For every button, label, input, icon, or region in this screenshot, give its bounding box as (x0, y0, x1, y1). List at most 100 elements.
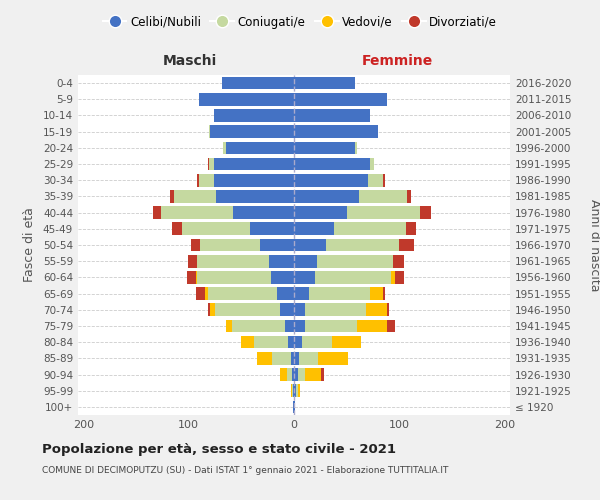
Bar (294, 158, 374, 170)
Bar (294, 126, 378, 138)
Bar (294, 174, 383, 186)
Text: Femmine: Femmine (362, 54, 433, 68)
Bar (294, 126, 378, 138)
Bar (182, 222, 294, 235)
Bar (294, 400, 295, 413)
Bar (294, 77, 355, 90)
Bar (294, 384, 298, 397)
Bar (223, 77, 294, 90)
Bar (294, 174, 368, 186)
Bar (209, 158, 294, 170)
Text: COMUNE DI DECIMOPUTZU (SU) - Dati ISTAT 1° gennaio 2021 - Elaborazione TUTTITALI: COMUNE DI DECIMOPUTZU (SU) - Dati ISTAT … (42, 466, 448, 475)
Bar (293, 384, 294, 397)
Bar (294, 400, 295, 413)
Bar (214, 109, 294, 122)
Bar (294, 158, 370, 170)
Bar (294, 158, 374, 170)
Bar (254, 336, 294, 348)
Bar (294, 190, 411, 202)
Bar (294, 93, 387, 106)
Bar (294, 288, 309, 300)
Bar (205, 288, 294, 300)
Bar (233, 206, 294, 219)
Bar (280, 304, 294, 316)
Bar (294, 288, 370, 300)
Bar (294, 320, 387, 332)
Bar (294, 77, 355, 90)
Bar (257, 352, 294, 364)
Bar (161, 206, 294, 219)
Bar (294, 384, 301, 397)
Bar (294, 368, 298, 381)
Bar (294, 158, 374, 170)
Bar (216, 190, 294, 202)
Bar (294, 206, 431, 219)
Bar (214, 109, 294, 122)
Bar (208, 158, 294, 170)
Bar (223, 142, 294, 154)
Bar (294, 384, 301, 397)
Bar (294, 109, 370, 122)
Bar (269, 255, 294, 268)
Bar (241, 336, 294, 348)
Bar (196, 288, 294, 300)
Bar (292, 384, 294, 397)
Bar (214, 158, 294, 170)
Bar (200, 238, 294, 252)
Bar (294, 320, 357, 332)
Bar (294, 336, 361, 348)
Bar (294, 222, 406, 235)
Bar (170, 190, 294, 202)
Bar (199, 93, 294, 106)
Bar (199, 174, 294, 186)
Bar (182, 222, 294, 235)
Bar (199, 174, 294, 186)
Bar (294, 384, 296, 397)
Bar (294, 190, 407, 202)
Bar (199, 93, 294, 106)
Text: Popolazione per età, sesso e stato civile - 2021: Popolazione per età, sesso e stato civil… (42, 442, 396, 456)
Bar (294, 222, 416, 235)
Bar (287, 336, 294, 348)
Bar (210, 304, 294, 316)
Bar (294, 109, 370, 122)
Bar (294, 109, 370, 122)
Bar (294, 206, 421, 219)
Bar (271, 271, 294, 283)
Bar (208, 304, 294, 316)
Bar (294, 400, 295, 413)
Bar (284, 320, 294, 332)
Bar (294, 238, 400, 252)
Bar (215, 304, 294, 316)
Bar (294, 77, 355, 90)
Bar (214, 174, 294, 186)
Bar (294, 93, 387, 106)
Bar (209, 126, 294, 138)
Bar (294, 222, 406, 235)
Bar (294, 190, 359, 202)
Bar (294, 142, 355, 154)
Bar (197, 174, 294, 186)
Bar (214, 109, 294, 122)
Bar (223, 77, 294, 90)
Bar (294, 336, 332, 348)
Bar (294, 142, 357, 154)
Bar (294, 336, 361, 348)
Bar (197, 271, 294, 283)
Bar (294, 93, 387, 106)
Bar (294, 288, 385, 300)
Bar (191, 238, 294, 252)
Bar (277, 288, 294, 300)
Bar (291, 384, 294, 397)
Bar (223, 77, 294, 90)
Bar (223, 77, 294, 90)
Bar (197, 255, 294, 268)
Bar (196, 271, 294, 283)
Bar (294, 320, 395, 332)
Bar (197, 255, 294, 268)
Bar (226, 142, 294, 154)
Legend: Celibi/Nubili, Coniugati/e, Vedovi/e, Divorziati/e: Celibi/Nubili, Coniugati/e, Vedovi/e, Di… (98, 11, 502, 34)
Bar (294, 368, 322, 381)
Bar (294, 352, 318, 364)
Bar (187, 271, 294, 283)
